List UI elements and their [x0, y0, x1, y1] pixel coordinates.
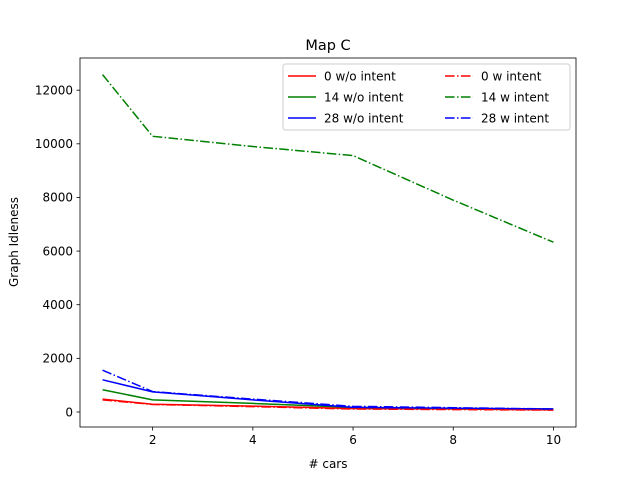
y-tick-label: 8000	[42, 191, 73, 205]
y-tick-label: 6000	[42, 244, 73, 258]
y-tick-label: 10000	[35, 137, 73, 151]
axes-frame	[79, 57, 577, 428]
y-tick-label: 0	[65, 405, 73, 419]
x-tick-label: 4	[249, 433, 257, 447]
y-tick-label: 12000	[35, 83, 73, 97]
y-tick-label: 4000	[42, 298, 73, 312]
x-tick-label: 8	[449, 433, 457, 447]
legend-label-4: 14 w intent	[481, 90, 549, 104]
plot-area: 2 4 6 8 10 0 2000 4000 6000 8000 10000 12000	[35, 57, 577, 447]
series-line-4	[101, 74, 554, 243]
legend-label-0: 0 w/o intent	[324, 69, 396, 83]
x-tick-label: 6	[349, 433, 357, 447]
legend-label-3: 0 w intent	[481, 69, 542, 83]
x-axis-label: # cars	[308, 457, 347, 471]
legend-label-2: 28 w/o intent	[324, 111, 404, 125]
series-group	[101, 74, 554, 411]
series-line-5	[102, 369, 554, 410]
x-tick-label: 2	[149, 433, 157, 447]
x-tick-label: 10	[546, 433, 561, 447]
y-tick-label: 2000	[42, 352, 73, 366]
legend-frame	[282, 63, 571, 131]
legend-label-5: 28 w intent	[481, 111, 549, 125]
legend-label-1: 14 w/o intent	[324, 90, 404, 104]
y-axis-label: Graph Idleness	[7, 197, 21, 287]
legend: 0 w/o intent 14 w/o intent 28 w/o intent 0 …	[282, 63, 571, 131]
chart-title: Map C	[305, 38, 350, 54]
series-line-3	[102, 399, 554, 411]
